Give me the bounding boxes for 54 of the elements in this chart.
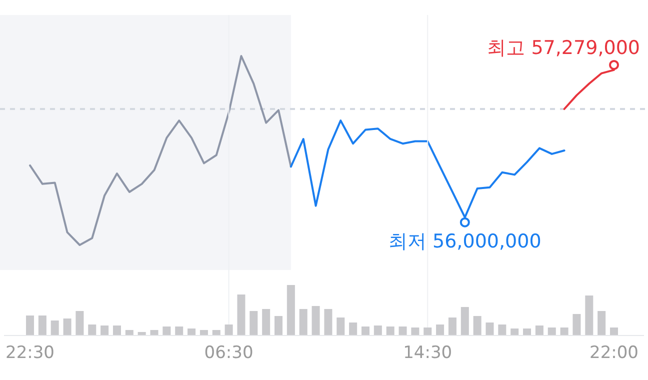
bar	[535, 326, 544, 335]
bar	[349, 322, 358, 335]
bar	[150, 330, 158, 335]
bar	[336, 318, 345, 335]
bar	[200, 330, 208, 335]
bar	[286, 285, 295, 335]
bar	[100, 326, 109, 335]
bar	[361, 326, 370, 335]
x-tick-label: 22:00	[590, 343, 638, 363]
bar	[436, 324, 444, 335]
bar	[473, 316, 482, 335]
bar	[224, 324, 233, 335]
bar	[88, 324, 96, 335]
bar	[498, 324, 506, 335]
bar	[299, 309, 308, 335]
bar	[610, 328, 618, 335]
bar	[274, 316, 283, 335]
bar	[411, 328, 420, 335]
x-tick-label: 22:30	[6, 343, 54, 363]
bar	[560, 328, 568, 335]
bar	[125, 330, 134, 335]
bar	[26, 316, 34, 335]
bar	[598, 311, 606, 335]
bar	[312, 306, 320, 335]
bar	[112, 326, 121, 335]
bar	[572, 314, 581, 335]
bar	[76, 311, 84, 335]
bar	[424, 328, 432, 335]
bar	[486, 322, 494, 335]
bar	[138, 332, 146, 335]
bar	[50, 320, 59, 335]
bar	[398, 326, 407, 335]
x-tick-label: 14:30	[403, 343, 452, 363]
bar	[523, 328, 532, 335]
bar	[162, 326, 171, 335]
bar	[324, 309, 332, 335]
bar	[188, 328, 196, 335]
bar	[448, 318, 456, 335]
bar	[262, 309, 270, 335]
bar	[38, 316, 46, 335]
bar	[548, 328, 556, 335]
data-label: 최고 57,279,000	[487, 36, 640, 59]
bar	[63, 318, 72, 335]
x-tick-label: 06:30	[204, 343, 254, 363]
bar	[237, 294, 246, 335]
bar	[585, 296, 594, 335]
bar	[460, 307, 469, 335]
data-label: 최저 56,000,000	[388, 230, 542, 252]
bar	[510, 328, 519, 335]
bar	[386, 326, 394, 335]
bar	[212, 330, 220, 335]
bar	[175, 326, 184, 335]
bar	[374, 326, 382, 335]
bar	[250, 311, 258, 335]
